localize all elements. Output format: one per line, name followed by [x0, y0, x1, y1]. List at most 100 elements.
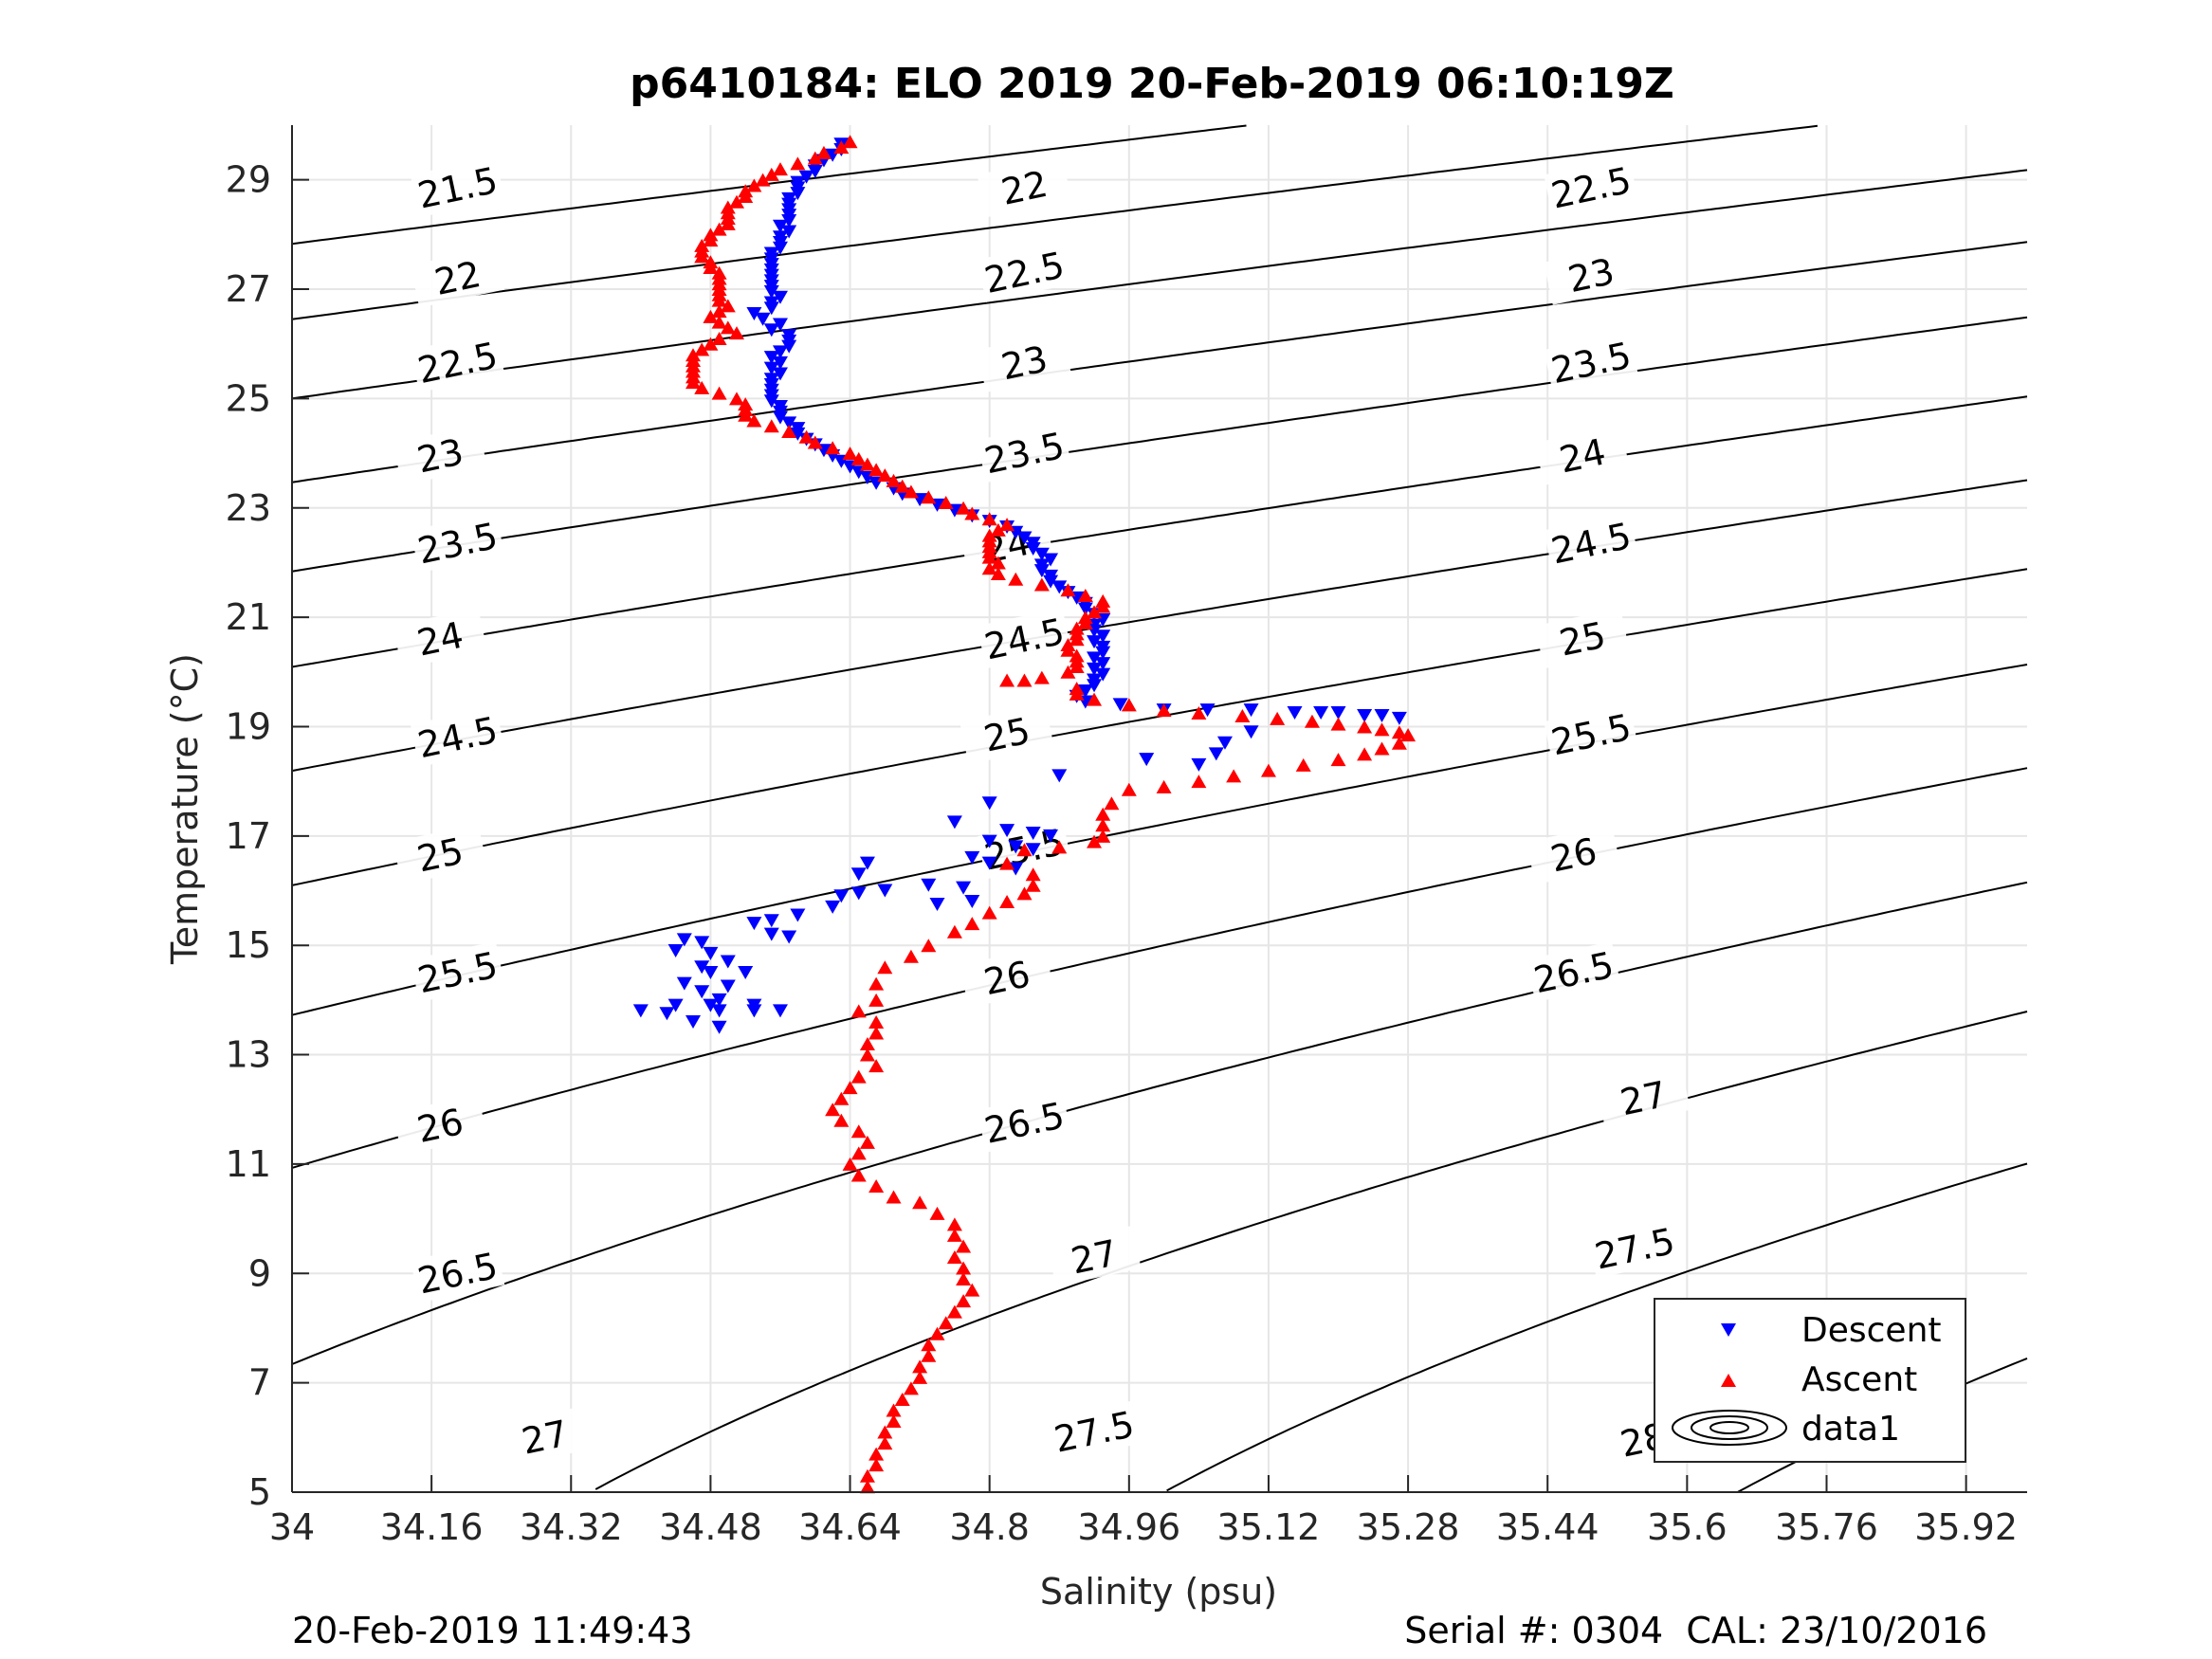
- ascent-point: [877, 1436, 893, 1450]
- descent-point: [999, 824, 1015, 838]
- ascent-point: [807, 435, 823, 449]
- ascent-point: [703, 337, 719, 351]
- descent-point: [1025, 843, 1041, 857]
- contour-label-background: [960, 515, 1054, 576]
- ascent-point: [746, 413, 762, 428]
- ascent-point: [1095, 807, 1111, 821]
- ascent-point: [929, 1206, 945, 1220]
- legend: Descent Ascent data1: [1654, 1298, 1966, 1463]
- ascent-point: [703, 309, 719, 323]
- contour-label: 22: [977, 156, 1072, 218]
- contour-label: 27: [1047, 1225, 1142, 1287]
- contour-label-text: 25: [1556, 614, 1609, 665]
- y-axis-label: Temperature (°C): [164, 653, 206, 965]
- ascent-point: [738, 408, 754, 422]
- descent-point: [772, 290, 788, 304]
- descent-point: [981, 834, 997, 848]
- descent-point: [703, 946, 719, 960]
- ascent-point: [946, 1304, 962, 1319]
- ascent-point: [1121, 698, 1137, 712]
- ascent-point: [1304, 714, 1320, 728]
- contour-label-background: [1526, 823, 1621, 885]
- descent-point: [1095, 629, 1111, 644]
- ascent-point: [1087, 692, 1103, 706]
- contour-label: 25: [960, 703, 1054, 765]
- descent-point: [929, 897, 945, 911]
- contour-label-background: [977, 156, 1072, 218]
- ascent-point: [711, 386, 727, 400]
- descent-point: [1112, 698, 1128, 712]
- ascent-point: [1156, 779, 1172, 793]
- ascent-point: [956, 1239, 972, 1253]
- contour-label-text: 26: [413, 1101, 466, 1151]
- ascent-point: [999, 518, 1015, 532]
- descent-point: [772, 318, 788, 332]
- ascent-point: [868, 1014, 885, 1029]
- ascent-point: [1016, 843, 1033, 857]
- ascent-point: [859, 1048, 875, 1062]
- descent-point: [1374, 708, 1390, 722]
- ascent-point: [842, 447, 858, 461]
- contour-label: 26: [1526, 823, 1621, 885]
- ascent-point: [946, 1228, 962, 1242]
- contour-label-background: [1544, 331, 1638, 392]
- ascent-point: [755, 173, 771, 187]
- ascent-point: [720, 299, 736, 313]
- ascent-point: [720, 216, 736, 230]
- contour-label-text: 25: [413, 830, 466, 880]
- ascent-point: [868, 976, 885, 991]
- x-tick-label: 35.12: [1217, 1506, 1321, 1548]
- contour-label-background: [1544, 156, 1638, 218]
- descent-point: [694, 960, 710, 975]
- descent-point: [790, 908, 806, 922]
- descent-point: [807, 165, 823, 179]
- ascent-point: [781, 425, 797, 439]
- contour-label-background: [410, 246, 505, 308]
- isopycnal-23: [291, 241, 2028, 483]
- descent-point: [1051, 769, 1068, 783]
- x-tick-label: 35.28: [1357, 1506, 1460, 1548]
- x-tick-label: 34.32: [520, 1506, 623, 1548]
- ascent-point: [894, 1392, 910, 1406]
- ascent-point: [886, 473, 902, 487]
- ascent-point: [894, 479, 910, 493]
- descent-point: [1208, 747, 1224, 761]
- descent-point: [772, 1004, 788, 1018]
- ascent-point: [711, 293, 727, 307]
- isopycnal-24: [291, 395, 2028, 668]
- y-tick-label: 13: [226, 1034, 271, 1076]
- ascent-point: [990, 556, 1006, 570]
- ascent-point: [886, 1414, 902, 1429]
- ascent-point: [1121, 782, 1137, 796]
- ascent-point: [790, 156, 806, 171]
- isopycnal-26.5: [291, 881, 2028, 1365]
- descent-point: [781, 930, 797, 944]
- contour-label-background: [1047, 1225, 1142, 1287]
- ascent-point: [877, 468, 893, 483]
- contour-label-background: [1596, 1066, 1691, 1128]
- print-timestamp: 20-Feb-2019 11:49:43: [292, 1610, 693, 1651]
- descent-point: [763, 361, 779, 375]
- descent-point: [1077, 602, 1093, 616]
- descent-point: [711, 993, 727, 1007]
- descent-point: [1095, 657, 1111, 671]
- descent-point: [850, 886, 867, 901]
- ascent-point: [859, 457, 875, 471]
- ascent-point: [877, 1425, 893, 1439]
- ascent-point: [772, 162, 788, 176]
- ascent-point: [859, 1480, 875, 1494]
- ascent-point: [1095, 829, 1111, 843]
- y-tick-label: 29: [226, 159, 271, 201]
- ascent-point: [1400, 728, 1417, 742]
- ascent-point: [1295, 757, 1311, 772]
- ascent-point: [912, 1195, 928, 1210]
- ascent-point: [711, 222, 727, 236]
- ascent-point: [1077, 589, 1093, 603]
- descent-point: [703, 966, 719, 980]
- descent-point: [1095, 646, 1111, 660]
- x-tick-label: 35.44: [1496, 1506, 1600, 1548]
- ascent-point: [946, 924, 962, 939]
- descent-point: [1330, 706, 1346, 720]
- contour-label-background: [393, 823, 487, 885]
- descent-point: [781, 225, 797, 239]
